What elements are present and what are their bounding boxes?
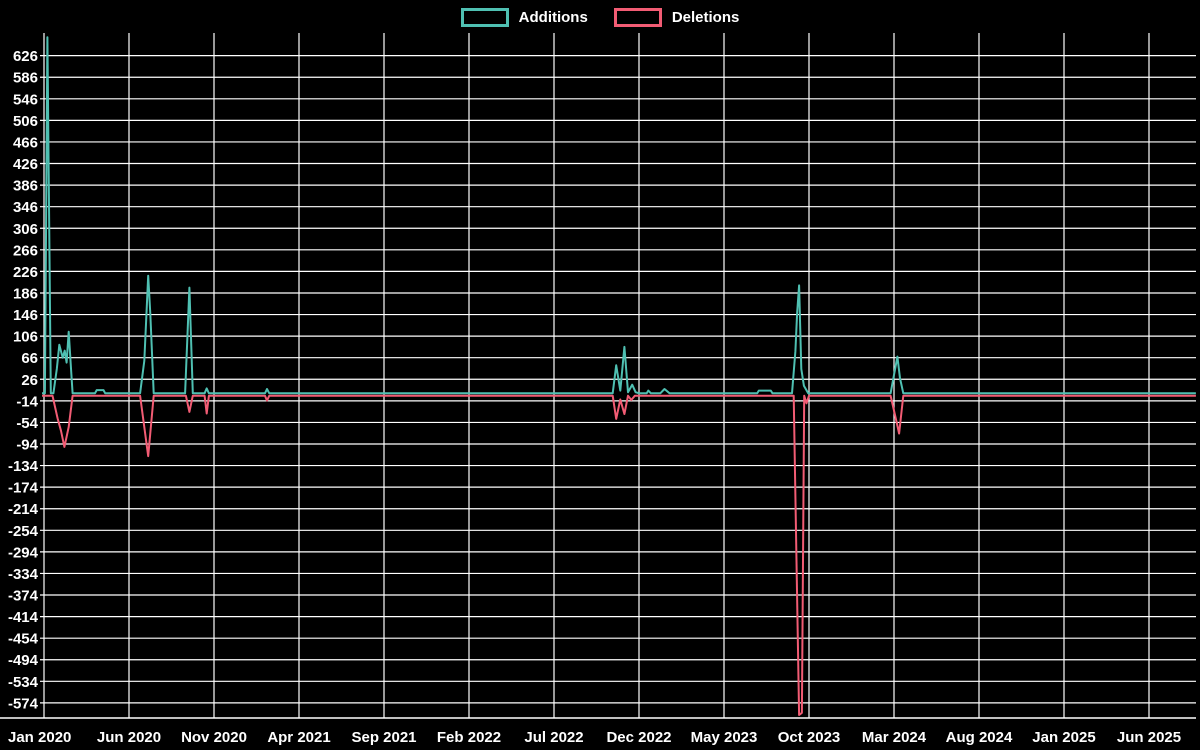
y-tick-label: -214	[8, 501, 39, 518]
x-tick-label: Jan 2020	[8, 729, 71, 746]
x-tick-label: Jan 2025	[1032, 729, 1095, 746]
y-tick-label: -494	[8, 652, 39, 669]
y-tick-label: 306	[13, 221, 38, 238]
x-tick-label: Apr 2021	[267, 729, 330, 746]
y-tick-label: 106	[13, 329, 38, 346]
y-tick-label: 546	[13, 91, 38, 108]
y-tick-label: -334	[8, 566, 39, 583]
y-tick-label: -294	[8, 544, 39, 561]
x-tick-label: Dec 2022	[606, 729, 671, 746]
legend-item-deletions[interactable]: Deletions	[613, 8, 740, 27]
legend-item-additions[interactable]: Additions	[460, 8, 588, 27]
x-tick-label: Oct 2023	[778, 729, 841, 746]
y-tick-label: -94	[16, 437, 38, 454]
y-tick-label: -414	[8, 609, 39, 626]
x-tick-label: Jun 2025	[1117, 729, 1181, 746]
y-tick-label: 346	[13, 199, 38, 216]
additions-swatch	[460, 8, 509, 27]
y-tick-label: -374	[8, 588, 39, 605]
x-tick-label: Aug 2024	[946, 729, 1013, 746]
x-tick-label: Nov 2020	[181, 729, 247, 746]
y-tick-label: 386	[13, 178, 38, 195]
x-tick-label: Mar 2024	[862, 729, 927, 746]
y-tick-label: -14	[16, 393, 38, 410]
y-tick-label: 226	[13, 264, 38, 281]
y-tick-label: -454	[8, 631, 39, 648]
legend: Additions Deletions	[0, 8, 1200, 27]
y-tick-label: -174	[8, 480, 39, 497]
y-tick-label: -574	[8, 695, 39, 712]
y-tick-label: 266	[13, 242, 38, 259]
y-tick-label: -134	[8, 458, 39, 475]
y-tick-label: 426	[13, 156, 38, 173]
y-tick-label: 466	[13, 134, 38, 151]
y-tick-label: 626	[13, 48, 38, 65]
legend-label-additions: Additions	[518, 9, 588, 26]
x-tick-label: Jul 2022	[524, 729, 583, 746]
y-tick-label: -254	[8, 523, 39, 540]
series-deletions-line	[42, 394, 1196, 716]
y-tick-label: -534	[8, 674, 39, 691]
y-tick-label: 586	[13, 70, 38, 87]
y-tick-label: 26	[21, 372, 38, 389]
x-tick-label: May 2023	[691, 729, 758, 746]
x-tick-label: Feb 2022	[437, 729, 501, 746]
y-tick-label: 146	[13, 307, 38, 324]
y-tick-label: -54	[16, 415, 38, 432]
x-tick-label: Jun 2020	[97, 729, 161, 746]
deletions-swatch	[613, 8, 662, 27]
y-tick-label: 506	[13, 113, 38, 130]
y-tick-label: 186	[13, 285, 38, 302]
series-additions-line	[42, 36, 1196, 395]
x-tick-label: Sep 2021	[351, 729, 416, 746]
y-tick-label: 66	[21, 350, 38, 367]
legend-label-deletions: Deletions	[671, 9, 740, 26]
